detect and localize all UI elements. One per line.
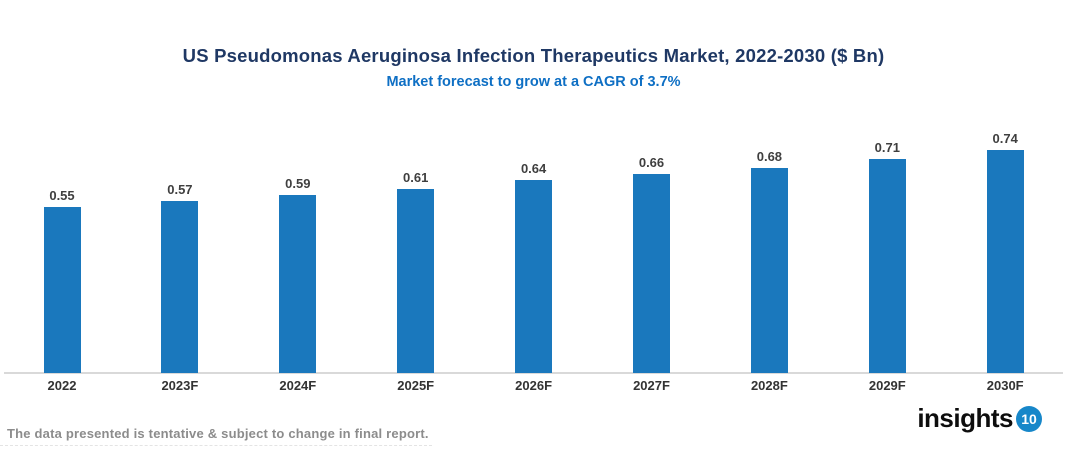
- insights10-logo: insights 10: [917, 403, 1042, 434]
- bar-value-label: 0.71: [874, 140, 900, 155]
- logo-wordmark: insights: [917, 403, 1013, 433]
- bar-2027F: [633, 174, 670, 373]
- x-tick-label: 2027F: [633, 378, 670, 393]
- x-tick-label: 2030F: [986, 378, 1024, 393]
- bar-value-label: 0.64: [520, 161, 547, 176]
- chart-title: US Pseudomonas Aeruginosa Infection Ther…: [182, 45, 885, 66]
- logo-number: 10: [1021, 410, 1037, 427]
- x-tick-label: 2022: [47, 378, 77, 393]
- bar-2025F: [397, 189, 435, 373]
- bar-2022: [43, 207, 81, 373]
- bar-2023F: [161, 201, 199, 373]
- bar-2029F: [868, 159, 906, 373]
- bar-value-label: 0.74: [992, 131, 1018, 146]
- bar-value-label: 0.61: [403, 170, 429, 185]
- disclaimer-note: The data presented is tentative & subjec…: [7, 426, 429, 441]
- logo-10-badge-icon: 10: [1016, 405, 1042, 432]
- chart-subtitle: Market forecast to grow at a CAGR of 3.7…: [386, 74, 681, 90]
- bar-value-label: 0.68: [756, 149, 783, 164]
- bar-value-label: 0.55: [49, 188, 75, 203]
- bar-2024F: [279, 195, 317, 373]
- bar-value-label: 0.59: [285, 176, 311, 191]
- bar-value-label: 0.66: [638, 155, 665, 170]
- x-tick-label: 2025F: [397, 378, 435, 393]
- bar-2028F: [750, 168, 788, 373]
- footer-divider-line: [0, 445, 432, 446]
- bar-2026F: [515, 180, 553, 373]
- x-axis-line: [4, 372, 1063, 374]
- x-tick-label: 2026F: [515, 378, 553, 393]
- x-tick-label: 2023F: [161, 378, 199, 393]
- x-tick-label: 2029F: [868, 378, 906, 393]
- x-tick-label: 2024F: [279, 378, 317, 393]
- bar-value-label: 0.57: [167, 182, 193, 197]
- bar-2030F: [986, 150, 1024, 373]
- x-tick-label: 2028F: [750, 378, 788, 393]
